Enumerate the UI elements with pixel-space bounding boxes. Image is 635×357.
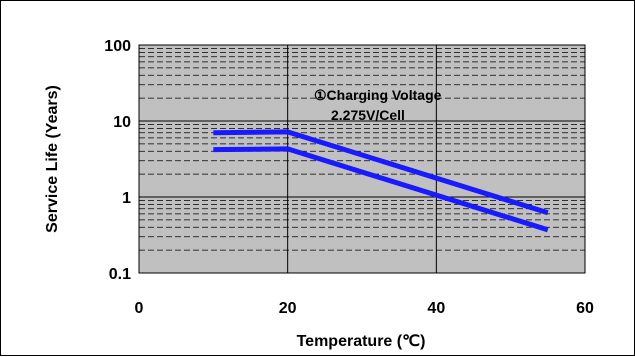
x-tick-label: 0 <box>135 300 144 317</box>
x-tick-label: 20 <box>279 300 297 317</box>
x-tick-label: 60 <box>576 300 594 317</box>
plot-border <box>138 44 586 274</box>
annotation-line-2: 2.275V/Cell <box>331 107 405 123</box>
series-line-1 <box>213 129 549 216</box>
x-axis-title: Temperature (℃) <box>297 333 426 350</box>
series-line-2 <box>213 146 549 233</box>
y-axis-title: Service Life (Years) <box>44 85 61 233</box>
y-tick-label: 100 <box>104 38 131 55</box>
major-grid <box>139 45 585 273</box>
plot-area <box>139 45 585 273</box>
annotation-line-1: ①Charging Voltage <box>314 87 442 103</box>
series-layer <box>213 129 549 233</box>
y-tick-label: 1 <box>122 190 131 207</box>
x-tick-labels: 0 20 40 60 <box>135 300 594 317</box>
x-tick-label: 40 <box>427 300 445 317</box>
y-tick-label: 0.1 <box>109 266 131 283</box>
y-tick-label: 10 <box>113 114 131 131</box>
y-tick-labels: 0.1 1 10 100 <box>104 38 131 283</box>
